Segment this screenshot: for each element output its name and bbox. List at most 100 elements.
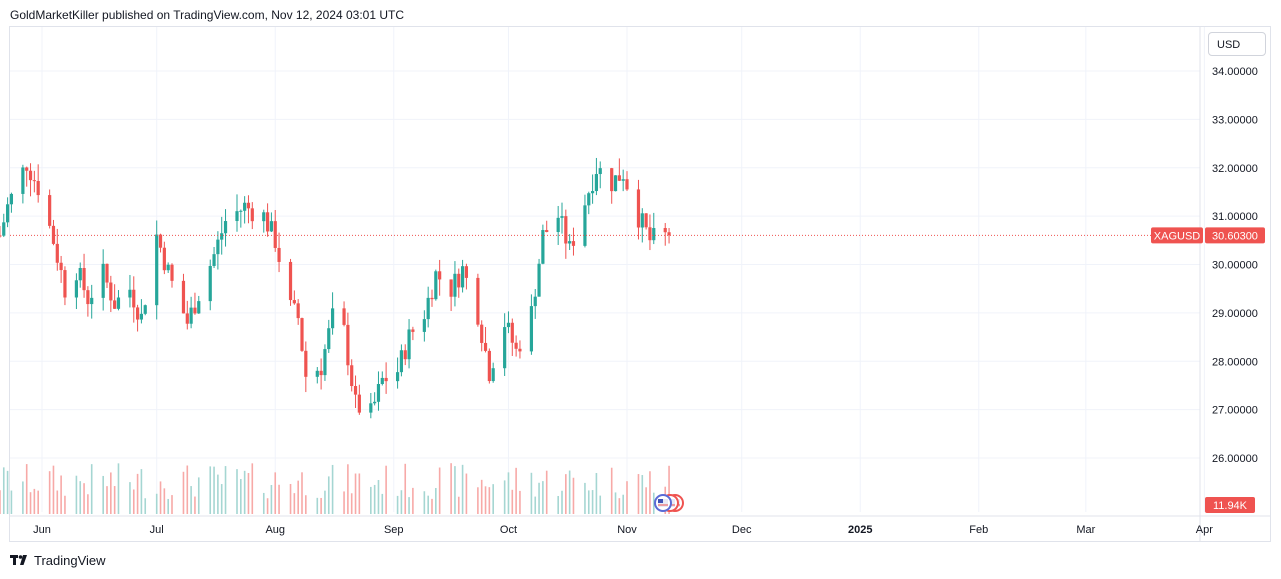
volume-bar bbox=[626, 481, 628, 514]
volume-bar bbox=[251, 463, 254, 514]
volume-bar bbox=[454, 466, 456, 514]
candle-body bbox=[82, 268, 86, 291]
candle-body bbox=[617, 175, 621, 181]
volume-bar bbox=[194, 496, 196, 514]
volume-bar bbox=[542, 481, 544, 514]
candle-body bbox=[395, 372, 400, 382]
volume-bar bbox=[274, 472, 277, 514]
volume-bar bbox=[347, 464, 349, 514]
volume-bar bbox=[587, 490, 590, 514]
volume-bar bbox=[171, 495, 173, 514]
candle-body bbox=[583, 205, 587, 246]
candle-body bbox=[304, 350, 308, 377]
volume-bar bbox=[297, 480, 299, 514]
candle-body bbox=[636, 189, 641, 228]
candle-body bbox=[74, 280, 79, 298]
candle-body bbox=[369, 403, 373, 413]
volume-tag-label: 11.94K bbox=[1213, 500, 1248, 512]
volume-bar bbox=[511, 489, 514, 514]
volume-bar bbox=[213, 466, 215, 514]
us-flag-icon[interactable] bbox=[654, 494, 672, 512]
volume-bar bbox=[488, 487, 491, 514]
candle-body bbox=[426, 297, 430, 320]
footer-brand[interactable]: TradingView bbox=[10, 553, 106, 568]
volume-bar bbox=[132, 489, 135, 514]
candle-body bbox=[327, 328, 331, 350]
volume-bar bbox=[331, 464, 334, 514]
volume-bar bbox=[79, 481, 82, 514]
volume-bar bbox=[545, 470, 548, 514]
candle-body bbox=[564, 216, 568, 244]
candle-body bbox=[587, 193, 591, 206]
candle-body bbox=[5, 204, 10, 223]
volume-bar bbox=[435, 488, 437, 514]
candle-body bbox=[158, 234, 163, 248]
candle-body bbox=[63, 270, 67, 298]
candle-body bbox=[262, 212, 266, 222]
volume-bar bbox=[301, 472, 303, 514]
volume-bar bbox=[503, 480, 506, 514]
candle-body bbox=[625, 179, 629, 190]
volume-bar bbox=[358, 473, 361, 514]
candle-body bbox=[350, 365, 354, 387]
currency-selector[interactable]: USD bbox=[1208, 32, 1266, 56]
candle-body bbox=[250, 208, 254, 222]
candle-body bbox=[399, 350, 404, 373]
volume-bar bbox=[431, 498, 433, 514]
volume-bar bbox=[538, 482, 540, 514]
candle-body bbox=[346, 324, 350, 366]
candle-body bbox=[212, 254, 216, 266]
volume-bar bbox=[293, 493, 296, 514]
volume-bar bbox=[477, 487, 479, 514]
candle-body bbox=[480, 324, 484, 343]
volume-bar bbox=[37, 490, 39, 514]
volume-bar bbox=[167, 498, 169, 514]
volume-bar bbox=[343, 491, 345, 514]
volume-bar bbox=[0, 490, 1, 514]
volume-bar bbox=[48, 471, 51, 514]
volume-bar bbox=[381, 493, 384, 514]
volume-bar bbox=[316, 497, 319, 514]
volume-bar bbox=[10, 490, 13, 514]
volume-bar bbox=[220, 484, 223, 514]
volume-bar bbox=[163, 488, 166, 514]
candle-body bbox=[403, 350, 407, 360]
candle-body bbox=[464, 266, 469, 278]
candle-body bbox=[376, 384, 381, 402]
candle-body bbox=[491, 368, 495, 382]
volume-bar bbox=[278, 484, 280, 514]
volume-bar bbox=[305, 495, 307, 514]
volume-bar bbox=[136, 473, 139, 514]
volume-bar bbox=[610, 467, 613, 514]
time-tick-label: 2025 bbox=[848, 524, 872, 536]
volume-bar bbox=[572, 477, 575, 514]
price-tick-label: 26.00000 bbox=[1212, 453, 1258, 465]
volume-bar bbox=[56, 490, 59, 514]
axis-tags: XAGUSD 30.60300 11.94K bbox=[1151, 227, 1265, 513]
candle-body bbox=[330, 308, 335, 329]
volume-bar bbox=[25, 464, 28, 514]
volume-bar bbox=[236, 469, 238, 514]
candle-body bbox=[537, 263, 541, 297]
volume-bar bbox=[224, 466, 227, 514]
volume-bar bbox=[83, 483, 85, 514]
time-tick-label: Sep bbox=[384, 524, 404, 536]
chart-frame[interactable] bbox=[9, 26, 1271, 542]
candle-body bbox=[235, 211, 239, 222]
candle-body bbox=[239, 210, 243, 212]
candle-body bbox=[503, 327, 507, 369]
candle-body bbox=[323, 349, 327, 376]
candle-body bbox=[113, 300, 117, 309]
candle-body bbox=[571, 241, 576, 246]
time-tick-label: Apr bbox=[1196, 524, 1213, 536]
volume-bar bbox=[423, 491, 426, 514]
symbol-tag-label: XAGUSD bbox=[1154, 230, 1201, 242]
volume-bar bbox=[144, 498, 147, 514]
candle-body bbox=[663, 228, 667, 233]
candle-body bbox=[296, 303, 300, 319]
candle-body bbox=[510, 322, 514, 343]
grid-lines bbox=[9, 26, 1271, 541]
volume-bar bbox=[110, 472, 112, 514]
volume-bar bbox=[668, 465, 670, 514]
